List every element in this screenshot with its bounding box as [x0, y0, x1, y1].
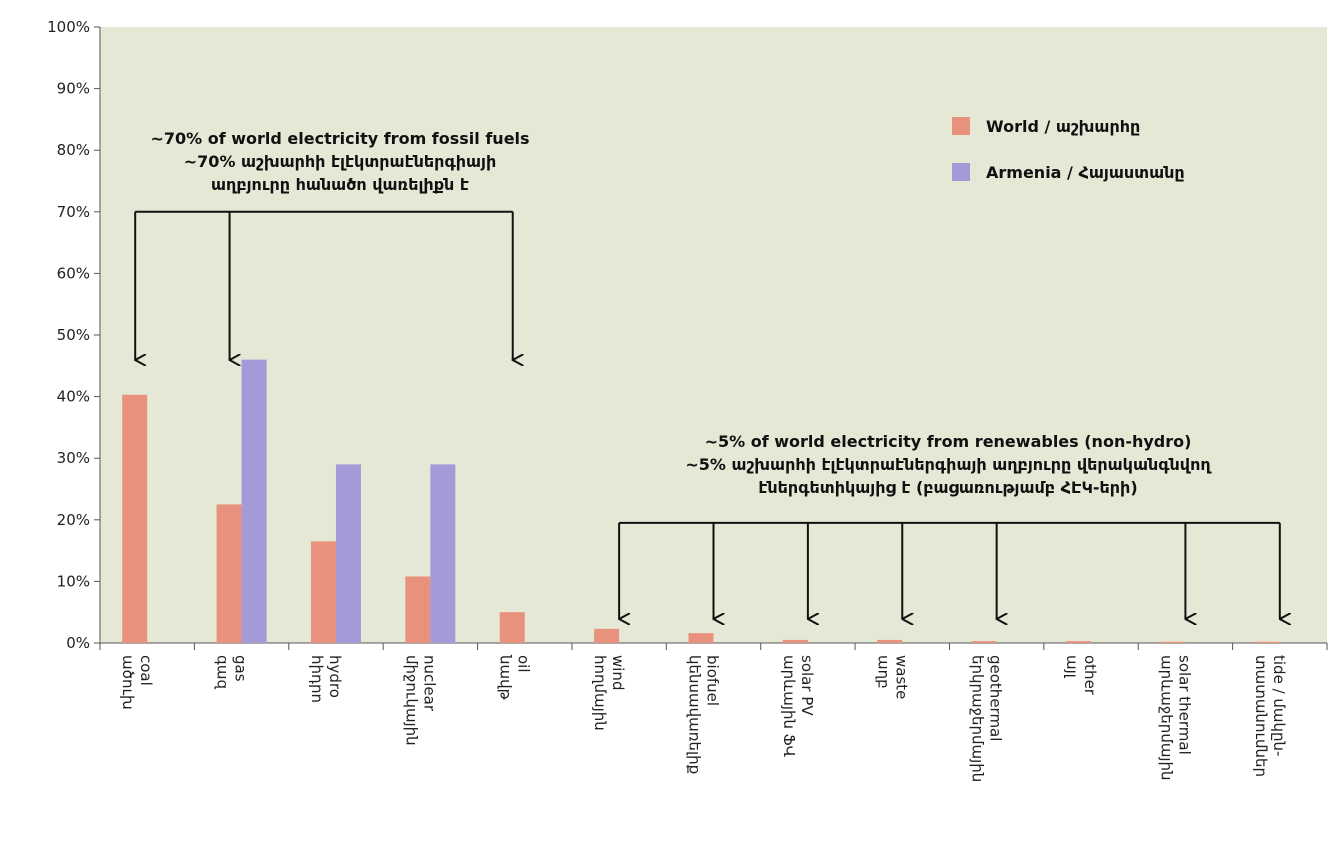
- legend-swatch: [952, 117, 970, 135]
- bar-armenia-3: [430, 464, 456, 643]
- bar-world-8: [877, 639, 903, 643]
- category-label-hy: ածուխ: [119, 655, 137, 710]
- category-label-en: hydro: [326, 655, 344, 698]
- category-label-en: gas: [232, 655, 250, 682]
- annotation-fossil-line: ~70% աշխարհի էլէկտրաէներգիայի: [184, 152, 496, 171]
- bar-world-4: [499, 612, 525, 643]
- bar-armenia-2: [335, 464, 361, 643]
- category-label-en: geothermal: [987, 655, 1005, 741]
- annotation-renewables-line: էներգետիկայից է (բացառությամբ ՀԷԿ-երի): [758, 478, 1137, 497]
- bar-world-1: [216, 504, 242, 643]
- y-tick-label: 60%: [57, 264, 90, 282]
- category-label-hy: աղբ: [874, 655, 892, 689]
- bar-world-7: [782, 639, 808, 643]
- category-label-hy: կենսավառելիք: [686, 655, 704, 774]
- annotation-fossil-line: աղբյուրը հանածո վառելիքն է: [211, 175, 469, 194]
- legend-label: Armenia / Հայաստանը: [986, 163, 1185, 182]
- category-label-hy: արևային ՖՎ: [780, 655, 798, 757]
- category-label-en: wind: [609, 655, 627, 690]
- bar-world-0: [122, 394, 148, 643]
- legend-label: World / աշխարհը: [986, 117, 1140, 136]
- bar-world-5: [594, 628, 620, 643]
- category-label-hy: արևաջերմային: [1157, 655, 1175, 781]
- category-label-en: coal: [137, 655, 155, 686]
- y-tick-label: 10%: [57, 572, 90, 590]
- y-tick-label: 20%: [57, 511, 90, 529]
- bar-armenia-1: [241, 359, 267, 643]
- category-label-en: waste: [892, 655, 910, 699]
- category-label-hy: նավթ: [497, 654, 515, 701]
- y-tick-label: 30%: [57, 449, 90, 467]
- category-label-en: biofuel: [704, 655, 722, 706]
- bar-world-2: [310, 541, 336, 643]
- y-tick-label: 100%: [47, 18, 90, 36]
- bar-world-9: [971, 641, 997, 643]
- y-tick-label: 50%: [57, 326, 90, 344]
- annotation-fossil-line: ~70% of world electricity from fossil fu…: [150, 129, 529, 148]
- category-label-hy: երկրաջերմային: [969, 655, 987, 782]
- y-tick-label: 80%: [57, 141, 90, 159]
- bar-world-10: [1066, 641, 1092, 643]
- bar-world-12: [1254, 641, 1280, 643]
- category-label-en: other: [1081, 655, 1099, 696]
- category-label-hy: այլ: [1063, 655, 1081, 679]
- category-label-hy: հողմային: [591, 655, 609, 731]
- y-tick-label: 90%: [57, 80, 90, 98]
- category-label-en: oil: [515, 655, 533, 673]
- annotation-renewables-line: ~5% աշխարհի էլէկտրաէներգիայի աղբյուրը վե…: [685, 455, 1212, 474]
- legend-swatch: [952, 163, 970, 181]
- category-label-en: tide / մակըն-: [1270, 655, 1288, 756]
- category-label-en: solar thermal: [1175, 655, 1193, 755]
- category-label-hy: միջուկային: [402, 655, 420, 746]
- y-tick-label: 70%: [57, 203, 90, 221]
- bar-world-11: [1160, 641, 1186, 643]
- y-tick-label: 0%: [66, 634, 90, 652]
- bar-world-6: [688, 633, 714, 643]
- category-label-hy: տատանումներ: [1252, 655, 1270, 777]
- category-label-en: solar PV: [798, 655, 816, 716]
- category-label-hy: հիդրո: [308, 655, 326, 703]
- annotation-renewables-line: ~5% of world electricity from renewables…: [705, 432, 1192, 451]
- category-label-en: nuclear: [420, 655, 438, 712]
- bar-world-3: [405, 576, 431, 643]
- y-tick-label: 40%: [57, 388, 90, 406]
- category-label-hy: գազ: [214, 655, 232, 689]
